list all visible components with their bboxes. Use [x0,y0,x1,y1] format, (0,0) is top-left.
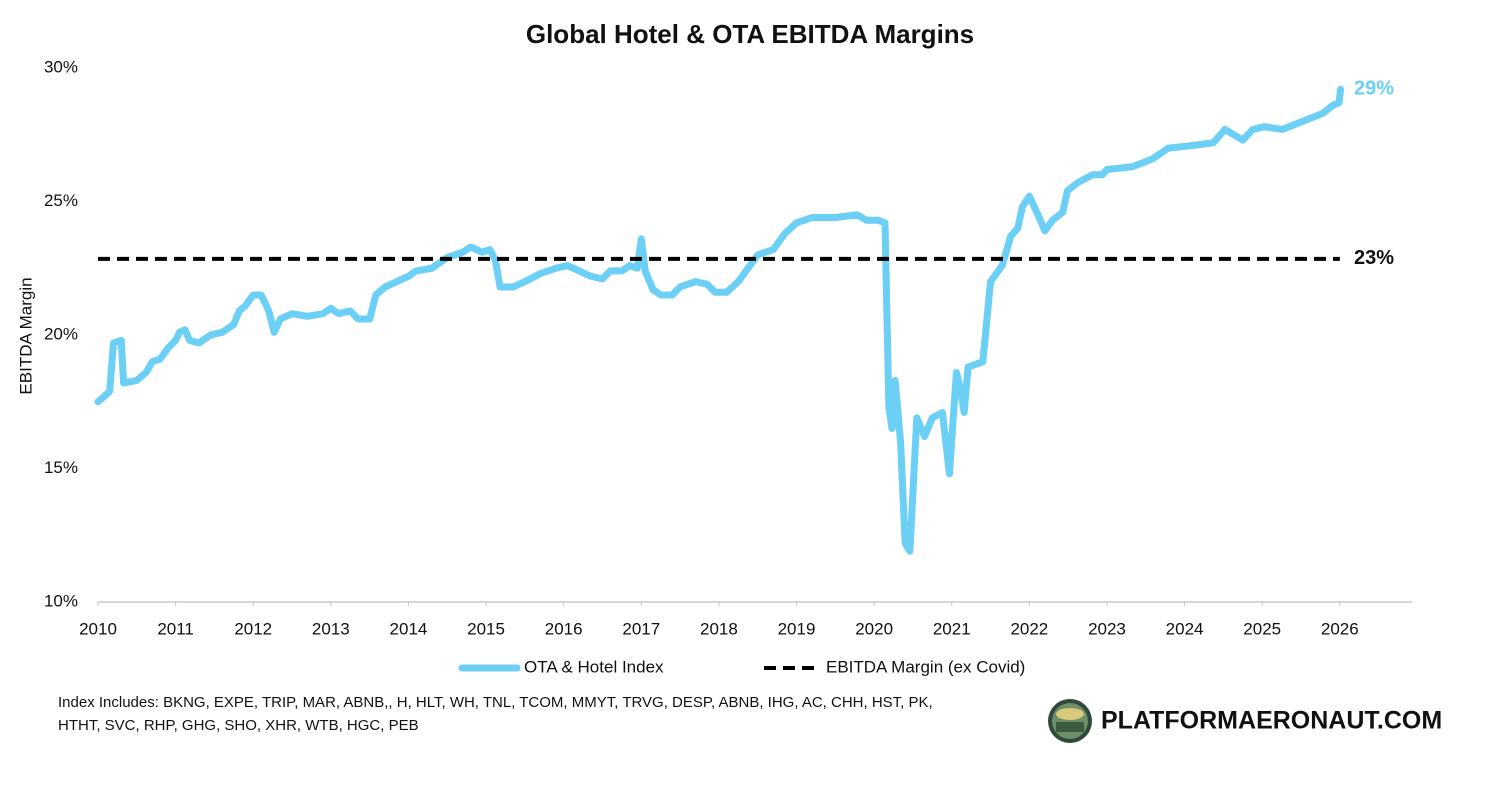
y-tick-label: 15% [44,458,78,477]
legend-label: OTA & Hotel Index [524,657,664,676]
brand-logo [1048,699,1092,743]
y-tick-label: 10% [44,591,78,610]
x-tick-label: 2024 [1166,619,1204,638]
x-tick-label: 2011 [157,619,194,638]
legend-label: EBITDA Margin (ex Covid) [826,657,1025,676]
x-tick-label: 2016 [545,619,583,638]
y-axis-title: EBITDA Margin [16,277,35,394]
x-tick-label: 2019 [778,619,816,638]
x-tick-label: 2021 [933,619,971,638]
x-tick-label: 2014 [390,619,428,638]
x-tick-label: 2013 [312,619,350,638]
x-tick-label: 2012 [234,619,272,638]
data-label: 29% [1354,78,1394,100]
x-tick-label: 2018 [700,619,738,638]
y-tick-label: 25% [44,191,78,210]
chart-title: Global Hotel & OTA EBITDA Margins [526,19,974,49]
data-label: 23% [1354,247,1394,269]
x-tick-label: 2023 [1088,619,1126,638]
footnote: Index Includes: BKNG, EXPE, TRIP, MAR, A… [58,694,933,711]
brand-name: PLATFORMAERONAUT.COM [1101,707,1442,735]
x-tick-label: 2017 [622,619,660,638]
x-tick-label: 2015 [467,619,505,638]
x-tick-label: 2026 [1321,619,1359,638]
footnote: HTHT, SVC, RHP, GHG, SHO, XHR, WTB, HGC,… [58,717,419,734]
x-tick-label: 2022 [1010,619,1048,638]
x-tick-label: 2010 [79,619,117,638]
y-tick-label: 20% [44,324,78,343]
y-tick-label: 30% [44,57,78,76]
x-tick-label: 2020 [855,619,893,638]
data-line [94,85,1345,555]
x-tick-label: 2025 [1243,619,1281,638]
